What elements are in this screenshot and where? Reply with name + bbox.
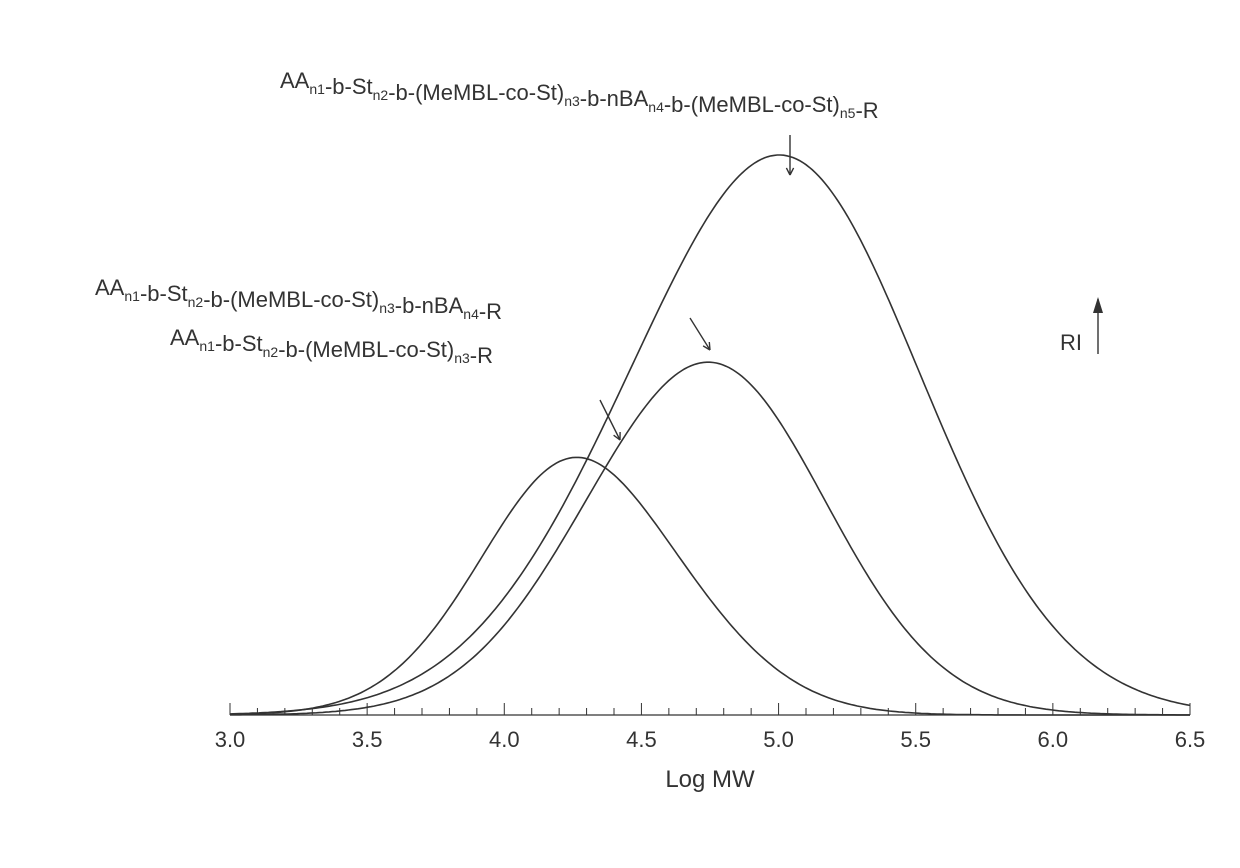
- label-curve-n3: AAn1-b-Stn2-b-(MeMBL-co-St)n3-R: [170, 325, 493, 368]
- curve-n5: [230, 155, 1190, 714]
- x-tick-label: 4.0: [489, 727, 520, 752]
- chart-svg: 3.0 3.5 4.0 4.5 5.0 5.5 6.0 6.5 Log MW AAn1-b-Stn…: [0, 0, 1240, 868]
- label-curve-n4: AAn1-b-Stn2-b-(MeMBL-co-St)n3-b-nBAn4-R: [95, 275, 502, 324]
- annotation-arrow: [600, 400, 620, 440]
- x-tick-label: 5.5: [900, 727, 931, 752]
- x-tick-label: 5.0: [763, 727, 794, 752]
- x-axis-title: Log MW: [665, 766, 755, 793]
- curve-n4: [230, 362, 1190, 715]
- x-tick-label: 3.0: [215, 727, 246, 752]
- gpc-chart: 3.0 3.5 4.0 4.5 5.0 5.5 6.0 6.5 Log MW AAn1-b-Stn…: [0, 0, 1240, 868]
- ri-label: RI: [1060, 330, 1082, 355]
- x-tick-label: 6.5: [1175, 727, 1206, 752]
- curve-n3: [230, 457, 1190, 715]
- x-tick-label: 3.5: [352, 727, 383, 752]
- x-tick-label: 6.0: [1038, 727, 1069, 752]
- annotation-arrow: [690, 318, 710, 350]
- x-tick-label: 4.5: [626, 727, 657, 752]
- label-curve-n5: AAn1-b-Stn2-b-(MeMBL-co-St)n3-b-nBAn4-b-…: [280, 68, 879, 123]
- ri-arrow-head-icon: [1093, 297, 1103, 313]
